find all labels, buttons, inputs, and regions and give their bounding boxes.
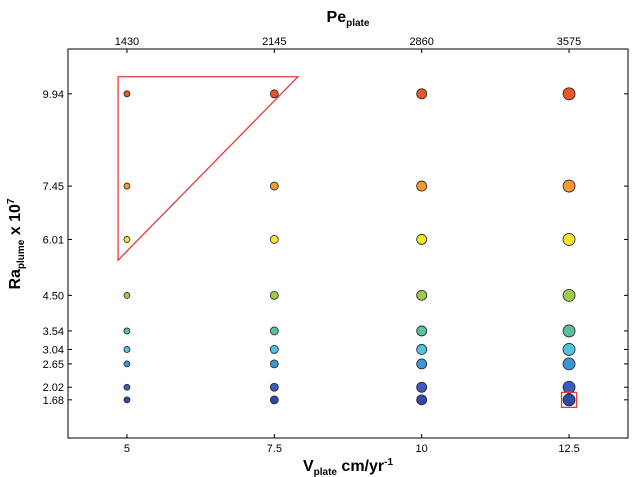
highlight-triangle — [117, 76, 300, 262]
y-tick-label: 9.94 — [43, 89, 64, 101]
x-axis-label: Vplate cm/yr-1 — [303, 457, 393, 477]
y-tick-label: 6.01 — [43, 234, 64, 246]
top-tick-label: 2145 — [262, 36, 286, 48]
x-tick-label: 5 — [124, 443, 130, 455]
x-tick-label: 12.5 — [558, 443, 579, 455]
top-tick-label: 2860 — [409, 36, 433, 48]
data-point — [123, 360, 131, 368]
top-axis-label: Peplate — [327, 9, 370, 29]
data-point — [562, 233, 576, 246]
data-point — [562, 343, 576, 356]
y-tick-label: 7.45 — [43, 181, 64, 193]
data-point — [416, 358, 428, 370]
data-point — [416, 394, 428, 406]
x-tick-label: 10 — [416, 443, 428, 455]
data-point — [416, 381, 428, 393]
x-tick-label: 7.5 — [267, 443, 282, 455]
top-tick-label: 1430 — [115, 36, 139, 48]
y-tick-label: 2.65 — [43, 359, 64, 371]
y-tick-label: 3.54 — [43, 326, 64, 338]
data-point — [269, 181, 279, 191]
data-point — [562, 324, 576, 338]
data-point — [416, 289, 428, 301]
data-point — [269, 395, 279, 405]
data-point — [416, 344, 428, 355]
data-point — [123, 327, 131, 335]
data-point — [123, 90, 131, 98]
data-point — [562, 393, 576, 407]
y-tick-label: 3.04 — [43, 344, 64, 356]
data-point — [269, 345, 279, 354]
data-point — [416, 180, 428, 192]
data-point — [269, 326, 279, 336]
data-point — [562, 87, 576, 101]
y-tick-label: 2.02 — [43, 382, 64, 394]
data-point — [416, 234, 428, 245]
data-point — [562, 380, 576, 394]
data-point — [416, 88, 428, 100]
data-point — [269, 359, 279, 369]
data-point — [562, 288, 576, 302]
data-point — [269, 382, 279, 392]
data-point — [123, 346, 131, 353]
data-point — [562, 179, 576, 193]
data-point — [562, 357, 576, 371]
top-tick-label: 3575 — [557, 36, 581, 48]
data-point — [269, 89, 279, 99]
data-point — [123, 182, 131, 190]
highlight-square — [560, 391, 578, 408]
y-axis-label: Raplume x 107 — [6, 198, 27, 290]
data-point — [269, 235, 279, 244]
y-tick-label: 4.50 — [43, 290, 64, 302]
data-point — [123, 236, 131, 243]
data-point — [416, 325, 428, 337]
plot-frame — [67, 48, 629, 439]
data-point — [123, 383, 131, 391]
y-tick-label: 1.68 — [43, 395, 64, 407]
data-point — [123, 291, 131, 299]
data-point — [123, 396, 131, 404]
data-point — [269, 290, 279, 300]
